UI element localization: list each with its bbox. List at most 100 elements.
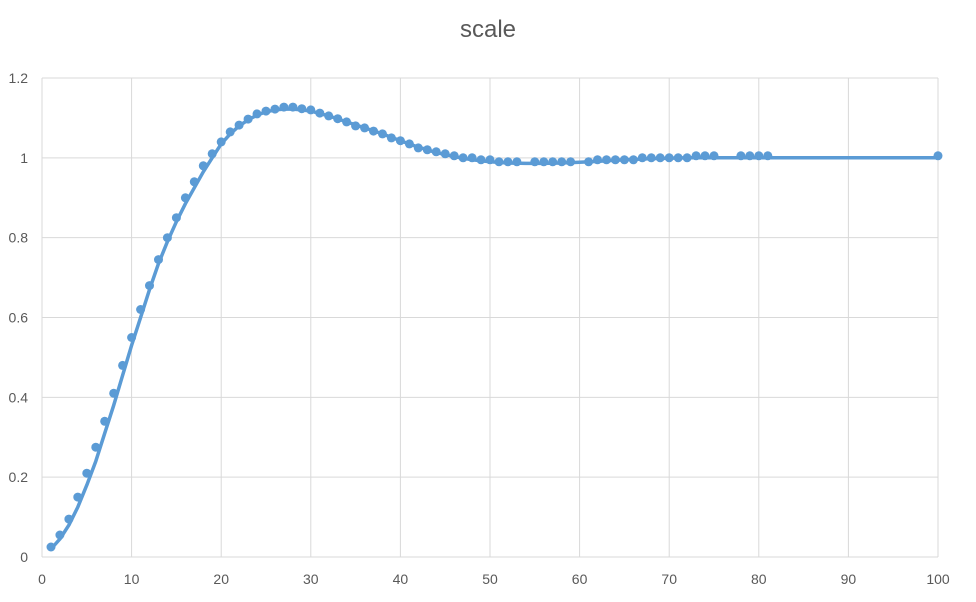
data-point [109, 388, 119, 398]
data-point [333, 114, 343, 124]
data-point [378, 129, 387, 139]
data-point [127, 333, 137, 342]
data-point [315, 108, 325, 118]
data-point [557, 157, 567, 167]
data-point [610, 155, 620, 165]
data-point [279, 102, 289, 112]
data-point [503, 157, 513, 167]
data-point [225, 127, 235, 137]
data-point [324, 111, 334, 121]
data-point [476, 155, 486, 165]
data-point [422, 145, 432, 155]
data-point [243, 114, 253, 124]
x-tick-label: 70 [661, 571, 677, 587]
data-point [180, 193, 190, 203]
x-tick-label: 50 [482, 571, 498, 587]
data-point [593, 155, 602, 165]
y-tick-label: 0.2 [9, 469, 29, 485]
x-tick-label: 100 [926, 571, 950, 587]
data-point [369, 126, 378, 136]
data-point [306, 105, 316, 115]
data-point [342, 117, 352, 127]
data-point [288, 102, 298, 112]
data-point [512, 157, 522, 167]
data-point [171, 213, 181, 223]
data-point [655, 153, 665, 163]
data-point [754, 151, 764, 161]
data-point [198, 161, 208, 171]
data-point [270, 104, 280, 114]
x-tick-label: 60 [572, 571, 588, 587]
series-line [49, 107, 940, 551]
data-point [584, 157, 594, 167]
data-point [709, 151, 719, 161]
data-point [736, 151, 746, 161]
x-tick-label: 90 [841, 571, 857, 587]
data-point [539, 157, 549, 167]
data-point [700, 151, 710, 161]
chart-title: scale [459, 16, 517, 43]
data-point [646, 153, 656, 163]
x-tick-label: 20 [213, 571, 229, 587]
data-point [216, 137, 226, 147]
data-point [154, 255, 163, 265]
data-point [485, 155, 495, 165]
data-point [440, 149, 450, 159]
data-point [55, 530, 65, 540]
x-tick-label: 0 [38, 571, 46, 587]
data-point [458, 153, 468, 163]
data-point [145, 281, 154, 291]
x-tick-label: 30 [303, 571, 319, 587]
data-point [64, 514, 74, 524]
data-point [449, 151, 459, 161]
data-point [637, 153, 647, 163]
data-point [46, 542, 56, 552]
data-point [763, 151, 773, 161]
data-point [566, 157, 576, 167]
data-point [530, 157, 540, 167]
y-tick-label: 0.8 [9, 230, 29, 246]
data-point [189, 177, 199, 187]
x-tick-label: 80 [751, 571, 767, 587]
data-point [682, 153, 692, 163]
data-point [100, 416, 110, 426]
data-point [413, 143, 423, 153]
data-point [494, 157, 504, 167]
data-point [91, 442, 101, 452]
data-point [261, 106, 271, 116]
data-point [673, 153, 683, 163]
y-tick-label: 0 [20, 549, 28, 565]
data-point [207, 149, 217, 159]
data-point [234, 120, 244, 130]
y-tick-label: 1 [20, 150, 28, 166]
y-tick-label: 1.2 [9, 70, 29, 86]
data-point [548, 157, 558, 167]
data-point [162, 233, 172, 243]
data-point [73, 492, 83, 502]
data-point [404, 139, 414, 149]
data-point [386, 133, 396, 143]
data-point [619, 155, 629, 165]
data-point [252, 109, 262, 119]
data-point [136, 305, 146, 314]
data-point [351, 121, 361, 131]
data-point [602, 155, 611, 165]
data-point [82, 468, 92, 478]
data-point [297, 104, 307, 114]
y-tick-label: 0.4 [9, 389, 29, 405]
data-point [360, 123, 370, 133]
data-point [395, 136, 405, 146]
data-point [467, 153, 477, 163]
x-tick-label: 40 [393, 571, 409, 587]
data-point [664, 153, 674, 163]
data-point [628, 155, 638, 165]
data-point [745, 151, 755, 161]
y-tick-label: 0.6 [9, 310, 29, 326]
data-point [118, 360, 128, 370]
x-tick-label: 10 [124, 571, 140, 587]
data-point [933, 151, 943, 161]
data-point [691, 151, 701, 161]
data-point [431, 147, 441, 157]
